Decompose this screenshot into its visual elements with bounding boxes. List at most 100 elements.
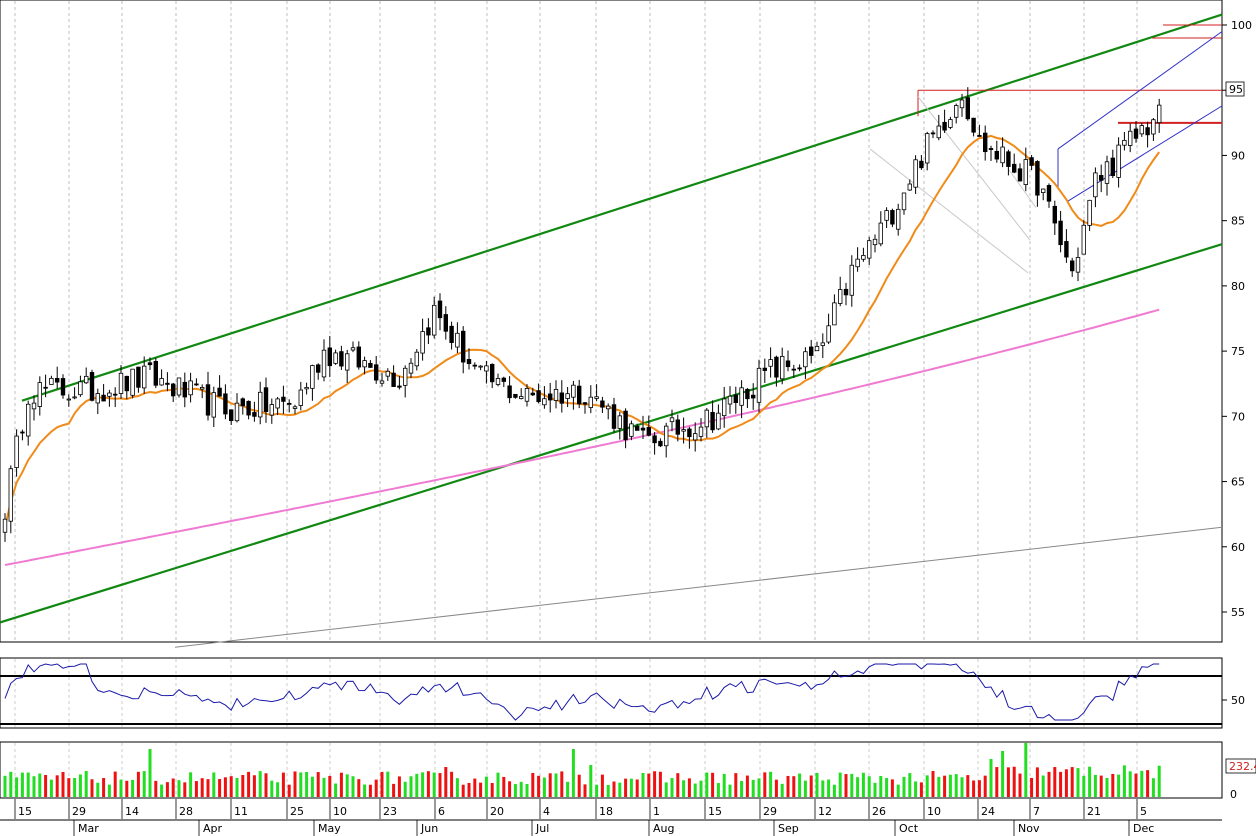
- candle: [780, 348, 784, 385]
- volume-bar: [688, 778, 691, 797]
- candle-body: [914, 160, 918, 187]
- candle-body: [148, 363, 152, 365]
- candle-body: [1018, 169, 1022, 181]
- candle-body: [311, 366, 315, 389]
- volume-bar: [125, 781, 128, 797]
- candle: [815, 342, 819, 351]
- candle-body: [1117, 145, 1121, 177]
- volume-bar: [172, 779, 175, 797]
- candle-body: [340, 352, 344, 366]
- volume-bar: [114, 772, 117, 797]
- candle-body: [9, 469, 13, 521]
- volume-bar: [537, 776, 540, 797]
- candle: [282, 386, 286, 414]
- candle-body: [746, 389, 750, 398]
- volume-bar: [201, 778, 204, 797]
- candles: [3, 87, 1161, 542]
- candle-body: [1036, 161, 1040, 195]
- volume-bar: [444, 767, 447, 797]
- volume-bar: [1030, 778, 1033, 797]
- candle-body: [937, 126, 941, 138]
- volume-bar: [1024, 743, 1027, 797]
- volume-bar: [44, 775, 47, 797]
- candle-body: [601, 401, 605, 407]
- candle-body: [954, 106, 958, 118]
- channel-lower-line: [0, 244, 1222, 622]
- candle: [699, 418, 703, 441]
- volume-bar: [856, 777, 859, 797]
- volume-bar: [978, 780, 981, 797]
- volume-bar: [659, 772, 662, 797]
- candle: [786, 350, 790, 371]
- price-tick-label: 60: [1231, 541, 1245, 554]
- candle-body: [438, 301, 442, 318]
- candle-body: [885, 211, 889, 221]
- candle: [177, 377, 181, 397]
- candle-body: [212, 393, 216, 417]
- candle-body: [316, 365, 320, 372]
- candle: [630, 421, 634, 440]
- date-axis: 152914281125102362041811529122610247215M…: [0, 799, 1222, 836]
- candle-body: [357, 347, 361, 367]
- candle: [751, 383, 755, 410]
- volume-bar: [763, 772, 766, 797]
- volume-bar: [96, 783, 99, 797]
- candle: [1105, 156, 1109, 196]
- price-tick-label: 75: [1231, 345, 1245, 358]
- candle-body: [1024, 160, 1028, 185]
- candle: [572, 381, 576, 410]
- candle-body: [891, 210, 895, 224]
- candle: [954, 104, 958, 124]
- candle-body: [525, 388, 529, 401]
- candle-body: [84, 376, 88, 382]
- volume-bar: [514, 784, 517, 797]
- volume-bar: [874, 783, 877, 797]
- candle-body: [334, 353, 338, 363]
- volume-bar: [386, 772, 389, 797]
- volume-bar: [485, 777, 488, 797]
- volume-bar: [879, 776, 882, 797]
- date-tick-label: 21: [1087, 805, 1101, 818]
- candle-body: [26, 404, 30, 436]
- candle: [189, 373, 193, 403]
- date-tick-label: 28: [179, 805, 193, 818]
- candle-body: [1070, 261, 1074, 271]
- candle-body: [253, 412, 257, 416]
- volume-bar: [328, 776, 331, 797]
- date-tick-label: 12: [818, 805, 832, 818]
- candle-body: [55, 378, 59, 382]
- candle: [995, 141, 999, 163]
- volume-bar: [91, 779, 94, 797]
- candle-body: [676, 420, 680, 434]
- volume-bar: [1059, 772, 1062, 797]
- date-tick-label: 4: [543, 805, 550, 818]
- candle: [983, 126, 987, 161]
- volume-bar: [984, 776, 987, 797]
- candle: [496, 374, 500, 387]
- candle: [1146, 122, 1150, 148]
- volume-bar: [212, 772, 215, 797]
- candle: [1070, 258, 1074, 277]
- candle-body: [247, 401, 251, 415]
- candle-body: [142, 366, 146, 388]
- candle: [554, 380, 558, 408]
- rsi-tick-label: 50: [1231, 694, 1245, 707]
- candle-body: [983, 133, 987, 152]
- volume-bar: [531, 773, 534, 797]
- volume-bar: [549, 773, 552, 797]
- volume-bar: [381, 772, 384, 797]
- volume-bar: [369, 785, 372, 797]
- volume-bar: [752, 780, 755, 797]
- candle: [212, 387, 216, 427]
- candle: [1065, 229, 1069, 263]
- volume-bar: [833, 785, 836, 797]
- candle-body: [920, 161, 924, 168]
- candle-body: [386, 371, 390, 376]
- candle: [55, 367, 59, 389]
- candle: [1082, 220, 1086, 254]
- candle: [137, 367, 141, 393]
- volume-bar: [607, 785, 610, 797]
- volume-bar: [276, 782, 279, 797]
- candle: [67, 394, 71, 407]
- candle: [589, 385, 593, 413]
